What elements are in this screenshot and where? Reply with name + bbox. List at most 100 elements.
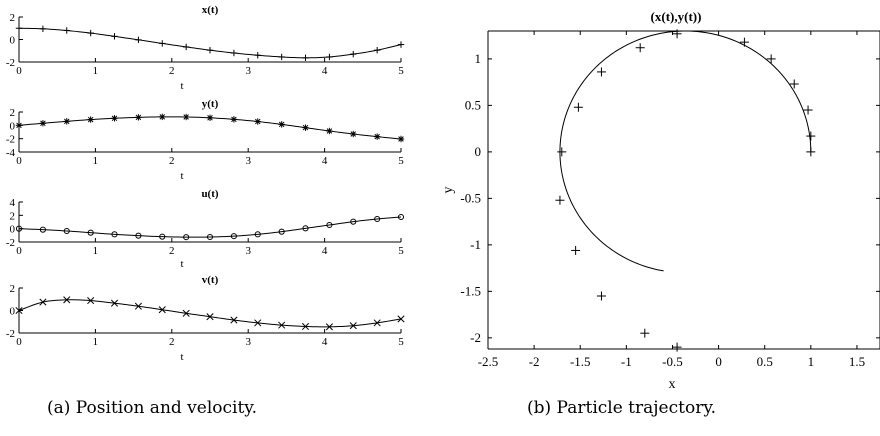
- panel-0-ytick-label-0: -2: [6, 57, 15, 69]
- panel-2-plot-area: [19, 216, 401, 238]
- panel-2-point-14: [350, 218, 357, 225]
- panel-3-point-12: [301, 322, 310, 331]
- panel-2-point-10: [254, 231, 261, 238]
- panel-0-point-11: [278, 53, 285, 61]
- panel-2-point-16: [397, 213, 405, 221]
- panel-1-point-13: [326, 127, 333, 135]
- panel-1-xtick-label-1: 1: [93, 155, 99, 167]
- panel-4-point-11: [555, 195, 565, 205]
- panel-0-ytick-label-1: 0: [10, 35, 16, 47]
- panel-2-point-2: [63, 227, 70, 235]
- panel-4-point-2: [803, 105, 813, 115]
- panel-4-title: (x(t),y(t)): [651, 9, 702, 24]
- panel-3-point-2: [63, 296, 71, 304]
- panel-1-point-15-d2: [374, 133, 380, 140]
- panel-2-point-15: [374, 215, 381, 223]
- panel-1-point-5: [135, 114, 142, 121]
- panel-3-xtick-label-0: 0: [16, 336, 22, 348]
- panel-3-point-1-d2: [39, 298, 47, 306]
- panel-2-xtick-label-3: 3: [245, 245, 251, 257]
- panel-2-point-13-ring: [326, 221, 333, 229]
- panel-1-point-2: [63, 118, 70, 125]
- panel-4-xtick-label-5: 0: [715, 354, 722, 369]
- panel-0-point-9: [230, 49, 238, 57]
- panel-2-point-1-ring: [39, 226, 46, 233]
- panel-3-point-14: [349, 322, 357, 330]
- panel-0-point-1: [39, 25, 47, 33]
- panel-3-ytick-label-0: -2: [6, 328, 15, 340]
- panel-1-point-6: [159, 113, 166, 121]
- panel-0-xtick-label-2: 2: [169, 65, 175, 77]
- panel-1-point-16: [397, 135, 405, 143]
- panel-2-xtick-label-4: 4: [322, 245, 328, 257]
- panel-2-ytick-label-2: 2: [10, 210, 16, 222]
- panel-3-point-14-d2: [349, 322, 357, 330]
- panel-1-point-8: [206, 114, 214, 121]
- panel-2-point-5-ring: [135, 232, 142, 239]
- panel-0-point-15: [373, 46, 381, 54]
- panel-2-title: u(t): [201, 188, 218, 200]
- panel-4-point-9: [573, 102, 583, 112]
- panel-1-xtick-label-5: 5: [398, 155, 404, 167]
- panel-3-point-13: [325, 323, 333, 331]
- panel-1-title: y(t): [202, 98, 219, 110]
- panel-3-point-12-d2: [301, 322, 310, 331]
- panel-4-xlabel: x: [669, 377, 676, 392]
- panel-1-point-10-d2: [254, 118, 261, 125]
- caption-left: (a) Position and velocity.: [47, 398, 258, 418]
- panel-0-point-4: [111, 33, 118, 40]
- panel-3-point-3-d2: [87, 297, 95, 305]
- panel-3-plot-area: [19, 299, 401, 328]
- panel-1-xtick-label-0: 0: [16, 155, 22, 167]
- panel-4-point-4: [766, 54, 776, 64]
- panel-4-point-8: [596, 67, 606, 77]
- panel-3-point-5: [134, 302, 142, 310]
- panel-1-point-1: [39, 120, 47, 127]
- panel-0-point-7: [182, 43, 190, 51]
- panel-2-point-13: [326, 221, 333, 229]
- panel-4-point-10: [557, 147, 567, 157]
- panel-4-point-3: [789, 79, 799, 89]
- panel-4-xtick-label-0: -2.5: [478, 354, 499, 369]
- panel-1-point-12-d2: [302, 124, 309, 131]
- panel-4-point-12: [571, 245, 581, 255]
- panel-1-point-8-d2: [207, 115, 213, 121]
- panel-0-point-6: [159, 40, 166, 47]
- panel-1-point-0: [15, 122, 23, 129]
- panel-3-point-2-d2: [63, 296, 71, 304]
- panel-4-ylabel: y: [441, 187, 456, 194]
- panel-1-point-9-d2: [231, 116, 237, 123]
- panel-2-ytick-label-0: -2: [6, 237, 15, 249]
- panel-1-point-11-d2: [278, 121, 285, 128]
- panel-1-point-14-d2: [350, 131, 357, 137]
- panel-1-point-13-d2: [326, 128, 333, 134]
- panel-0-point-14: [350, 50, 357, 58]
- panel-1-point-5-d2: [135, 114, 142, 121]
- panel-3-point-8: [206, 313, 214, 321]
- panel-2-xtick-label-5: 5: [398, 245, 404, 257]
- panel-1-point-12: [302, 124, 309, 131]
- panel-0-xtick-label-1: 1: [93, 65, 99, 77]
- panel-1-xlabel: t: [180, 170, 183, 182]
- panel-3-xtick-label-2: 2: [169, 336, 175, 348]
- panel-3-point-3: [87, 297, 95, 305]
- panel-1-point-7: [182, 113, 190, 121]
- panel-2-point-6: [159, 233, 166, 240]
- panel-3-point-4: [110, 299, 119, 307]
- panel-1-point-4: [111, 115, 118, 122]
- panel-1-point-11: [278, 121, 285, 128]
- panel-3-point-0: [15, 306, 23, 315]
- panel-1-point-3: [87, 116, 94, 123]
- panel-3-series-line: [19, 299, 401, 328]
- panel-2-point-12: [302, 225, 309, 232]
- panel-4-ytick-label-3: -0.5: [460, 190, 481, 205]
- panel-0-series-line: [19, 27, 401, 59]
- panel-3-point-6: [158, 306, 166, 314]
- panel-0-point-0: [15, 25, 23, 32]
- panel-1-point-6-d2: [159, 114, 166, 120]
- panel-2-point-8: [206, 233, 214, 241]
- panel-2-xtick-label-1: 1: [93, 245, 99, 257]
- panel-3-ytick-label-2: 2: [10, 283, 16, 295]
- panel-1-point-7-d2: [183, 114, 189, 120]
